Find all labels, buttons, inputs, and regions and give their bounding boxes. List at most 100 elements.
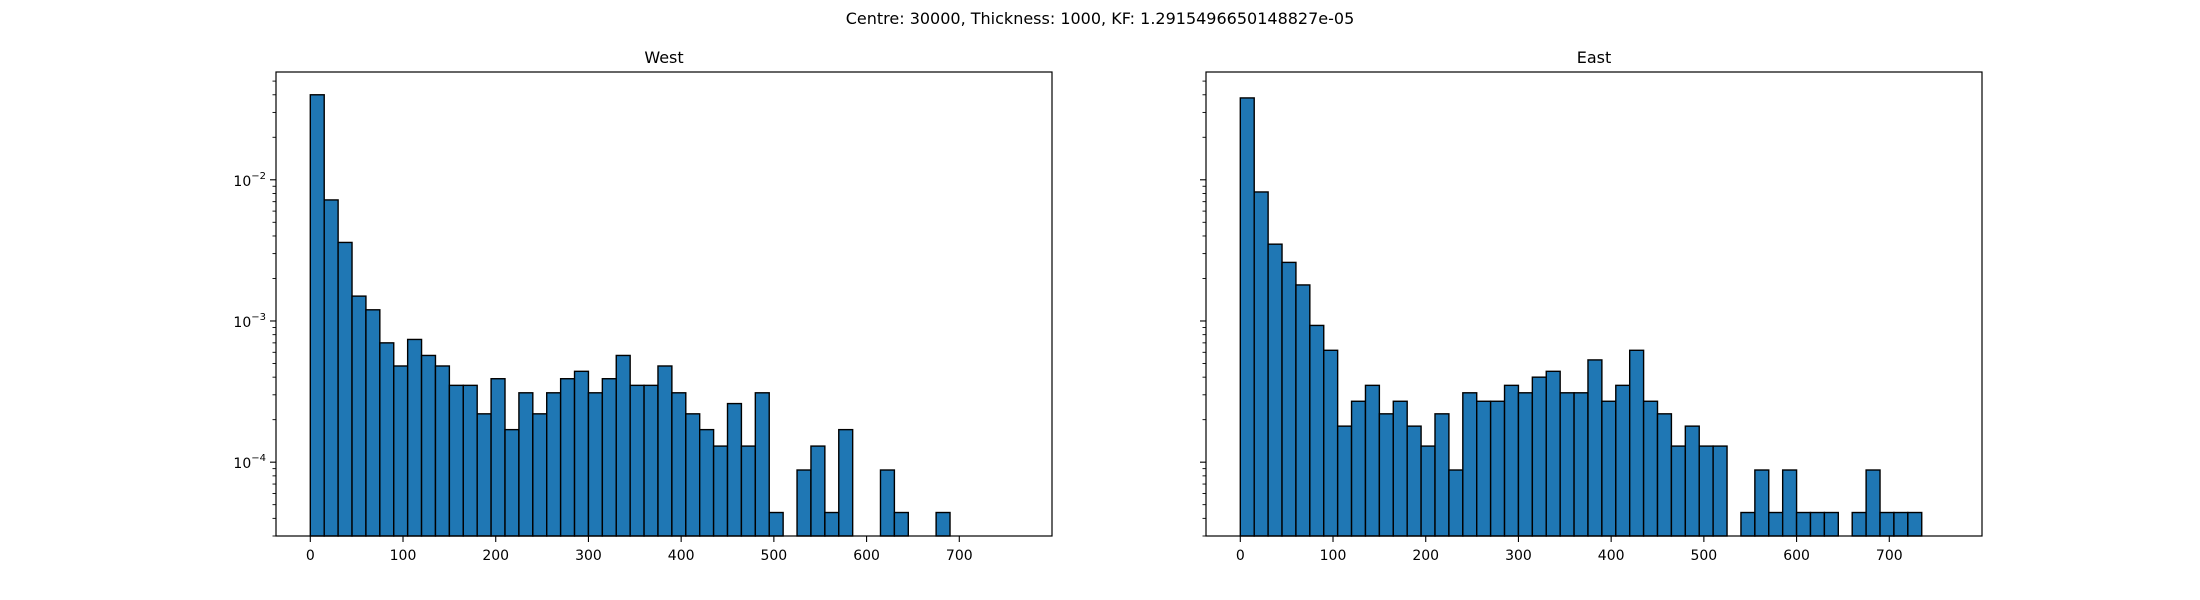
histogram-bar-east <box>1573 392 1589 537</box>
histogram-bar-east <box>1420 445 1436 537</box>
histogram-bar-west <box>629 384 645 537</box>
panel-west: West 0 100 200 300 400 500 600 700 10−2 10−3 10−4 <box>233 48 1053 564</box>
histogram-bar-east <box>1768 511 1784 537</box>
histogram-bar-east <box>1295 284 1311 537</box>
histogram-bar-east <box>1781 469 1798 537</box>
x-tick-label-west: 200 <box>482 548 509 564</box>
histogram-bar-west <box>754 392 770 537</box>
histogram-bar-east <box>1378 413 1394 537</box>
histogram-bar-east <box>1392 400 1408 537</box>
histogram-bar-east <box>1656 413 1673 537</box>
histogram-bar-east <box>1684 425 1700 537</box>
histogram-bar-west <box>768 511 784 537</box>
histogram-bar-east <box>1823 511 1839 537</box>
histogram-bar-west <box>365 309 381 537</box>
x-tick-label-west: 700 <box>946 548 973 564</box>
histogram-bar-east <box>1740 511 1756 537</box>
histogram-bar-west <box>323 199 339 537</box>
histogram-bar-east <box>1879 511 1895 537</box>
histogram-bar-east <box>1907 511 1923 537</box>
histogram-bar-west <box>615 354 631 537</box>
histogram-bar-east <box>1350 400 1367 537</box>
x-tick-label-east: 600 <box>1783 548 1810 564</box>
x-tick-label-west: 0 <box>306 548 315 564</box>
histogram-bar-east <box>1698 445 1714 537</box>
y-tick-label-west: 10−2 <box>233 171 266 190</box>
histogram-bar-west <box>434 365 451 537</box>
histogram-bar-west <box>476 413 492 537</box>
histogram-bar-east <box>1615 384 1631 537</box>
histogram-bar-west <box>810 445 826 537</box>
histogram-bar-east <box>1754 469 1770 537</box>
x-tick-label-west: 600 <box>853 548 880 564</box>
panel-title-west: West <box>644 48 683 67</box>
histogram-bar-west <box>504 428 520 537</box>
histogram-bar-west <box>712 445 729 537</box>
x-tick-label-east: 400 <box>1598 548 1625 564</box>
histogram-bar-east <box>1628 349 1645 537</box>
histogram-bar-east <box>1434 413 1450 537</box>
x-tick-label-east: 200 <box>1412 548 1439 564</box>
histogram-bar-east <box>1309 324 1325 537</box>
histogram-bar-east <box>1517 392 1534 537</box>
histogram-bar-east <box>1601 400 1617 537</box>
histogram-bar-west <box>740 445 757 537</box>
histogram-bar-east <box>1865 469 1881 537</box>
x-tick-label-west: 400 <box>668 548 695 564</box>
histogram-bar-east <box>1559 392 1575 537</box>
histogram-bar-west <box>406 338 423 537</box>
histogram-bar-east <box>1281 261 1297 537</box>
histogram-bar-east <box>1642 400 1659 537</box>
histogram-bar-west <box>448 384 464 537</box>
histogram-bar-west <box>824 511 840 537</box>
histogram-bar-west <box>309 94 325 537</box>
histogram-bar-east <box>1851 511 1867 537</box>
axes-frame-east <box>1205 71 1983 537</box>
histogram-bar-west <box>643 384 659 537</box>
histogram-bar-west <box>573 370 590 537</box>
histogram-bar-east <box>1253 191 1269 537</box>
histogram-bar-east <box>1462 392 1478 537</box>
x-tick-label-west: 100 <box>390 548 417 564</box>
histogram-bar-east <box>1712 445 1728 537</box>
panel-east: East 0 100 200 300 400 500 600 700 <box>1200 48 1983 564</box>
histogram-bar-east <box>1531 376 1547 537</box>
histogram-bar-east <box>1448 469 1464 537</box>
histogram-bar-west <box>893 511 909 537</box>
histogram-bar-west <box>393 365 409 537</box>
axes-frame-west <box>275 71 1053 537</box>
x-tick-label-east: 100 <box>1320 548 1347 564</box>
histogram-bar-east <box>1893 511 1909 537</box>
x-tick-label-east: 500 <box>1690 548 1717 564</box>
histogram-bar-west <box>879 469 896 537</box>
histogram-bar-east <box>1364 384 1381 537</box>
histogram-bar-west <box>671 392 687 537</box>
histogram-bar-east <box>1267 243 1283 537</box>
histogram-bar-west <box>601 378 617 537</box>
histogram-bar-west <box>726 402 743 537</box>
histogram-bar-west <box>838 428 854 537</box>
histogram-bar-east <box>1545 370 1561 537</box>
x-tick-label-east: 700 <box>1876 548 1903 564</box>
histogram-bar-east <box>1406 425 1422 537</box>
histogram-bar-west <box>351 295 367 537</box>
histogram-bar-west <box>657 365 673 537</box>
histogram-bar-east <box>1809 511 1826 537</box>
histogram-bar-east <box>1489 400 1506 537</box>
histogram-bar-west <box>935 511 951 537</box>
histogram-bar-west <box>796 469 812 537</box>
histogram-bar-west <box>546 392 562 537</box>
histogram-bar-west <box>559 378 576 537</box>
histogram-bar-west <box>379 342 395 537</box>
x-tick-label-west: 500 <box>760 548 787 564</box>
histogram-bar-west <box>698 428 715 537</box>
histogram-bar-east <box>1503 384 1520 537</box>
histogram-bar-east <box>1336 425 1353 537</box>
histogram-bar-east <box>1239 97 1255 537</box>
histogram-bar-east <box>1476 400 1492 537</box>
y-tick-label-west: 10−4 <box>233 453 266 472</box>
x-tick-label-east: 300 <box>1505 548 1532 564</box>
histogram-bar-east <box>1587 359 1603 537</box>
histogram-bar-west <box>532 413 548 537</box>
